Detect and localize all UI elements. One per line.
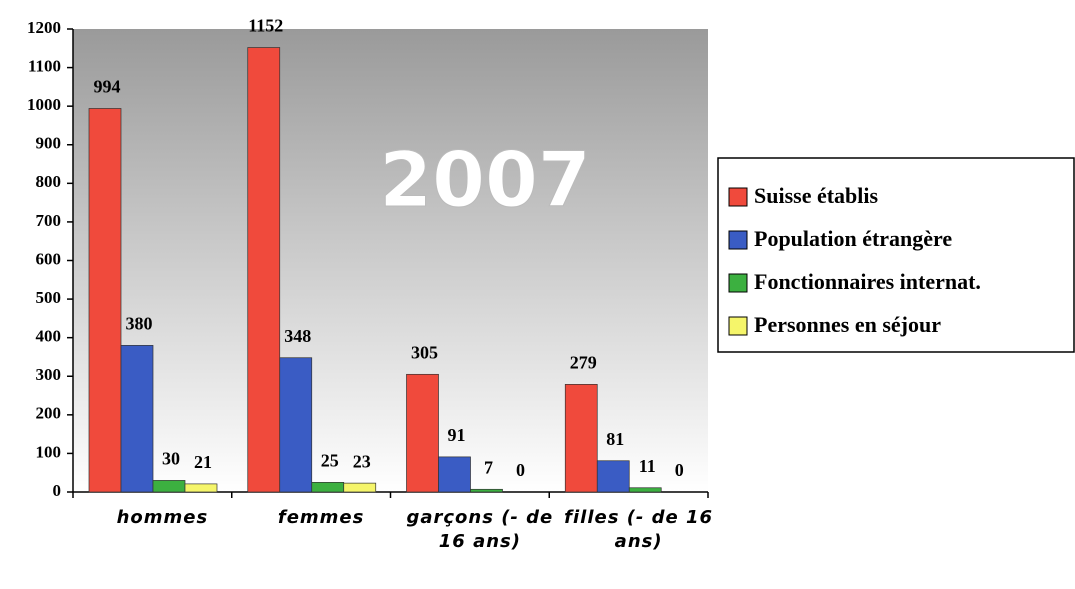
data-label: 0 [516, 460, 525, 480]
bar [120, 345, 154, 493]
bar [279, 357, 313, 493]
y-tick-label: 1000 [27, 95, 61, 114]
data-label: 11 [639, 456, 656, 476]
data-label: 279 [570, 352, 597, 372]
bar [438, 456, 471, 493]
legend-swatch [728, 316, 748, 336]
data-label: 21 [194, 452, 212, 472]
bar [470, 488, 503, 493]
bar [596, 460, 630, 493]
y-tick-label: 600 [36, 249, 62, 268]
legend-box [717, 157, 1075, 353]
y-tick-label: 200 [36, 404, 62, 423]
y-tick-label: 900 [36, 134, 62, 153]
legend-label: Personnes en séjour [754, 312, 941, 337]
data-label: 91 [448, 425, 466, 445]
y-tick-label: 500 [36, 288, 62, 307]
bar [311, 482, 345, 493]
legend-label: Population étrangère [754, 226, 952, 251]
data-label: 23 [353, 451, 371, 471]
legend-swatch [728, 230, 748, 250]
x-tick-label: garçons (- de 16 ans) [406, 507, 554, 552]
data-label: 348 [284, 326, 311, 346]
y-tick-label: 700 [36, 211, 62, 230]
legend-swatch [728, 273, 748, 293]
data-label: 7 [484, 457, 493, 477]
y-tick-label: 100 [36, 442, 62, 461]
bar [88, 108, 122, 493]
bar [564, 384, 598, 493]
data-label: 994 [94, 77, 121, 97]
data-label: 305 [411, 342, 438, 362]
legend-swatch [728, 187, 748, 207]
bar [152, 480, 186, 493]
data-label: 25 [321, 450, 339, 470]
x-tick-label: femmes [277, 507, 365, 528]
y-tick-label: 1100 [28, 56, 61, 75]
legend-label: Fonctionnaires internat. [754, 269, 981, 294]
data-label: 1152 [248, 16, 283, 36]
data-label: 81 [606, 429, 624, 449]
legend-label: Suisse établis [754, 183, 879, 208]
bar [247, 47, 281, 493]
data-label: 380 [126, 314, 153, 334]
y-tick-label: 1200 [27, 18, 61, 37]
annotation: 2007 [379, 135, 591, 224]
bar [343, 482, 377, 493]
data-label: 30 [162, 449, 180, 469]
plot-background [73, 29, 708, 492]
bar [184, 483, 218, 493]
y-tick-label: 400 [36, 327, 62, 346]
bar [628, 487, 662, 493]
x-tick-label: hommes [116, 507, 209, 528]
y-tick-label: 0 [53, 481, 62, 500]
x-tick-label: filles (- de 16 ans) [564, 507, 714, 552]
bar [406, 373, 439, 493]
data-label: 0 [675, 460, 684, 480]
y-tick-label: 800 [36, 172, 62, 191]
y-tick-label: 300 [36, 365, 62, 384]
